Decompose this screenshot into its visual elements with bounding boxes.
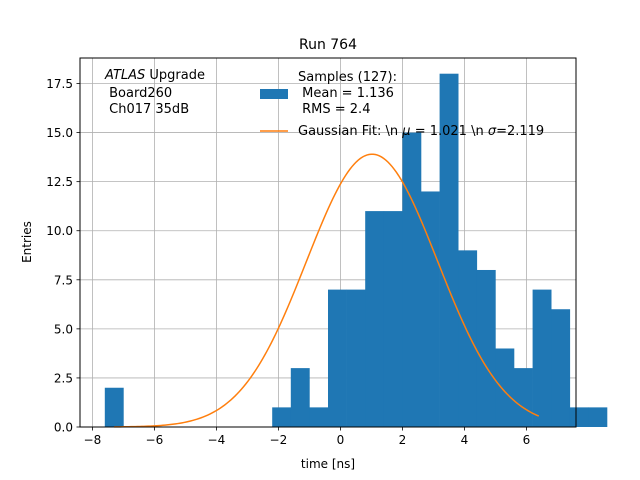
histogram-bar — [514, 368, 533, 427]
histogram-bars — [104, 73, 608, 428]
histogram-bar — [551, 309, 571, 427]
x-tick-label: 6 — [523, 433, 531, 447]
chart-title: Run 764 — [299, 37, 357, 53]
x-tick-label: −2 — [270, 433, 288, 447]
histogram-bar — [495, 348, 515, 427]
y-tick-label: 17.5 — [46, 77, 73, 91]
upgrade-label: Upgrade — [145, 68, 205, 83]
histogram-bar — [104, 387, 124, 427]
histogram-bar — [309, 407, 329, 427]
legend-histogram-line-2: Mean = 1.136 — [298, 86, 394, 101]
plot-frame — [79, 57, 577, 428]
legend-histogram-line-1: Samples (127): — [298, 70, 397, 85]
legend-fit-mu-symbol: μ — [401, 124, 410, 139]
legend-fit-sigma-value: =2.119 — [496, 124, 544, 139]
legend-histogram-swatch — [260, 89, 288, 99]
x-tick-label: −8 — [84, 433, 102, 447]
y-tick-label: 12.5 — [46, 175, 73, 189]
histogram-bar — [328, 289, 347, 427]
x-tick-label: −4 — [208, 433, 226, 447]
histogram-bar — [290, 368, 310, 427]
x-tick-label: 4 — [461, 433, 469, 447]
y-tick-label: 15.0 — [46, 126, 73, 140]
histogram-bar — [476, 269, 496, 427]
axis-ticks: −8 −6 −4 −2 0 2 4 6 0.0 2.5 5.0 7.5 10.0 12.5 15.0 17.5 — [46, 77, 530, 447]
x-axis-label: time [ns] — [301, 457, 355, 471]
gaussian-fit-curve — [114, 153, 540, 428]
legend-fit-prefix: Gaussian Fit: \n — [298, 124, 402, 139]
annotation-line-2: Board260 — [105, 86, 172, 101]
histogram-bar — [272, 407, 292, 427]
x-tick-label: −6 — [146, 433, 164, 447]
y-axis-label: Entries — [20, 221, 34, 263]
histogram-bar — [569, 407, 589, 427]
legend: Samples (127): Mean = 1.136 RMS = 2.4 Ga… — [260, 70, 544, 139]
legend-fit-sigma-symbol: σ — [488, 124, 497, 139]
histogram-bar — [532, 289, 552, 427]
x-tick-label: 0 — [337, 433, 345, 447]
atlas-label: ATLAS — [104, 68, 145, 83]
y-tick-label: 10.0 — [46, 224, 73, 238]
histogram-bar — [346, 289, 366, 427]
legend-histogram-line-3: RMS = 2.4 — [298, 102, 370, 117]
y-tick-label: 5.0 — [54, 322, 73, 336]
y-tick-label: 2.5 — [54, 371, 73, 385]
histogram-bar — [365, 211, 385, 427]
histogram-bar — [439, 73, 459, 428]
y-tick-label: 0.0 — [54, 421, 73, 435]
histogram-bar — [383, 211, 403, 427]
legend-fit-mu-value: = 1.021 \n — [411, 124, 488, 139]
legend-fit-label: Gaussian Fit: \n μ = 1.021 \n σ=2.119 — [298, 124, 544, 139]
y-tick-label: 7.5 — [54, 273, 73, 287]
histogram-bar — [458, 250, 478, 427]
atlas-annotation: ATLAS Upgrade Board260 Ch017 35dB — [104, 68, 205, 117]
histogram-bar — [402, 132, 422, 427]
histogram-bar — [588, 407, 608, 427]
x-tick-label: 2 — [399, 433, 407, 447]
annotation-line-3: Ch017 35dB — [105, 102, 189, 117]
annotation-line-1: ATLAS Upgrade — [104, 68, 205, 83]
histogram-bar — [421, 191, 440, 427]
